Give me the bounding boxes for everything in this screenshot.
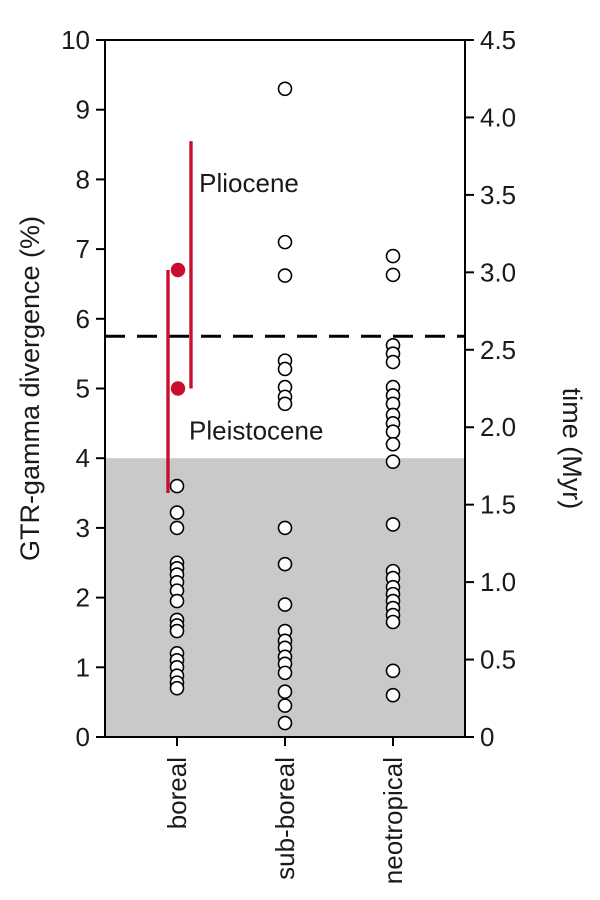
epoch-annotation: Pliocene [199, 168, 299, 198]
y-left-tick-label: 7 [76, 234, 90, 264]
open-circle-datapoint [385, 436, 401, 452]
open-circle-datapoint [277, 665, 293, 681]
open-circle-datapoint [385, 424, 401, 440]
open-circle-datapoint [169, 623, 185, 639]
open-circle-datapoint [385, 354, 401, 370]
y-right-tick-label: 2.5 [480, 335, 516, 365]
y-right-axis-label: time (Myr) [557, 388, 587, 509]
open-circle-datapoint [277, 597, 293, 612]
y-left-tick-label: 8 [76, 164, 90, 194]
y-right-tick-label: 4.0 [480, 102, 516, 132]
y-right-tick-label: 1.5 [480, 490, 516, 520]
x-category-label: neotropical [378, 757, 408, 884]
y-right-tick-label: 4.5 [480, 25, 516, 55]
x-category-label: boreal [162, 757, 192, 829]
open-circle-datapoint [277, 361, 293, 377]
y-right-tick-label: 1.0 [480, 567, 516, 597]
epoch-annotation: Pleistocene [189, 415, 323, 445]
open-circle-datapoint [385, 687, 401, 703]
open-circle-datapoint [277, 684, 293, 699]
open-circle-datapoint [385, 517, 401, 532]
y-right-tick-label: 0.5 [480, 645, 516, 675]
red-mean-dot [170, 381, 186, 396]
open-circle-datapoint [277, 556, 293, 572]
red-mean-dot [170, 262, 186, 278]
y-right-tick-label: 3.5 [480, 180, 516, 210]
open-circle-datapoint [169, 478, 185, 494]
y-left-tick-label: 9 [76, 95, 90, 125]
y-left-tick-label: 3 [76, 513, 90, 543]
y-left-tick-label: 6 [76, 304, 90, 334]
open-circle-datapoint [385, 663, 401, 679]
y-left-tick-label: 0 [76, 722, 90, 752]
open-circle-datapoint [277, 234, 293, 250]
y-left-tick-label: 2 [76, 583, 90, 613]
y-left-tick-label: 10 [61, 25, 90, 55]
open-circle-datapoint [385, 248, 401, 264]
x-category-label: sub-boreal [270, 757, 300, 880]
open-circle-datapoint [169, 520, 185, 536]
open-circle-datapoint [169, 680, 185, 696]
y-left-tick-label: 1 [76, 652, 90, 682]
y-left-axis-label: GTR-gamma divergence (%) [15, 216, 45, 561]
open-circle-datapoint [169, 505, 185, 520]
open-circle-datapoint [277, 268, 293, 283]
open-circle-datapoint [277, 715, 293, 731]
open-circle-datapoint [277, 396, 293, 412]
open-circle-datapoint [385, 614, 401, 630]
y-left-tick-label: 5 [76, 374, 90, 404]
open-circle-datapoint [277, 520, 293, 536]
open-circle-datapoint [277, 698, 293, 713]
open-circle-datapoint [277, 81, 293, 97]
y-right-tick-label: 3.0 [480, 257, 516, 287]
y-right-tick-label: 2.0 [480, 412, 516, 442]
open-circle-datapoint [385, 454, 401, 469]
open-circle-datapoint [169, 593, 185, 609]
y-left-tick-label: 4 [76, 443, 90, 473]
open-circle-datapoint [385, 267, 401, 283]
y-right-tick-label: 0 [480, 722, 494, 752]
